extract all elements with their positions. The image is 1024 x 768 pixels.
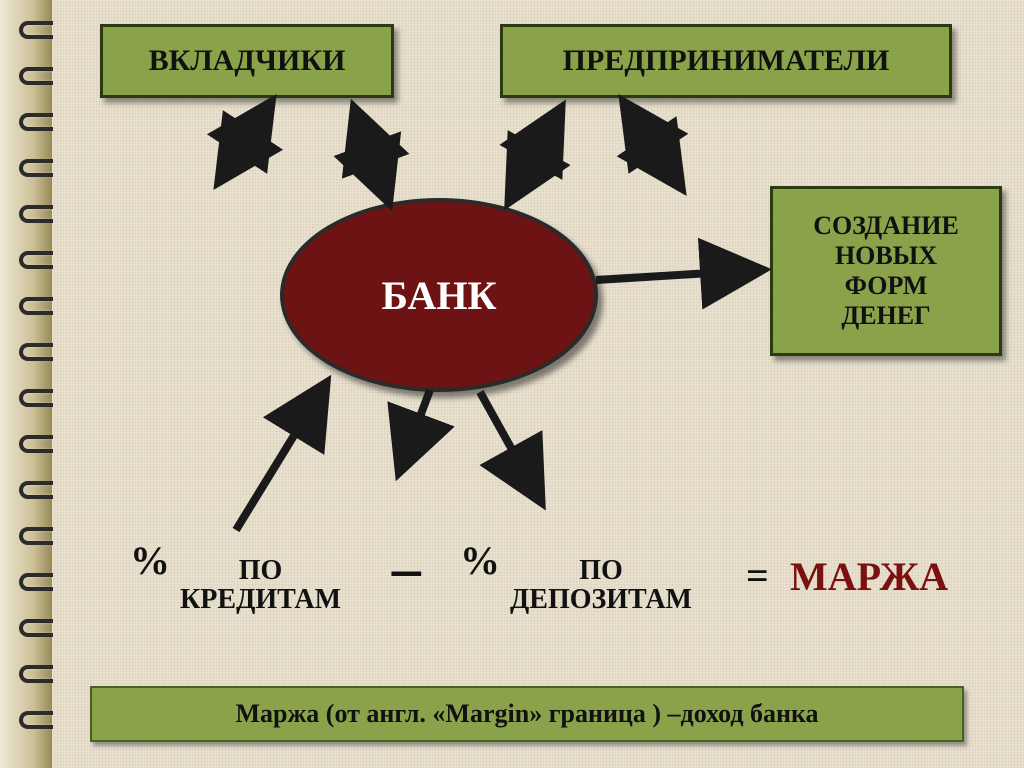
binding-ring: [16, 524, 56, 548]
box-depositors-label: ВКЛАДЧИКИ: [149, 44, 346, 79]
binding-ring: [16, 432, 56, 456]
definition-bar: Маржа (от англ. «Margin» граница ) –дохо…: [90, 686, 964, 742]
box-new-money-label: СОЗДАНИЕ НОВЫХ ФОРМ ДЕНЕГ: [813, 211, 959, 331]
box-entrepreneurs: ПРЕДПРИНИМАТЕЛИ: [500, 24, 952, 98]
formula-deposit-label: ПО ДЕПОЗИТАМ: [510, 556, 692, 615]
formula-credit-percent: %: [130, 540, 170, 582]
binding-ring: [16, 386, 56, 410]
binding-ring: [16, 662, 56, 686]
binding-ring: [16, 294, 56, 318]
formula-credit-label: ПО КРЕДИТАМ: [180, 556, 341, 615]
box-new-money: СОЗДАНИЕ НОВЫХ ФОРМ ДЕНЕГ: [770, 186, 1002, 356]
definition-text: Маржа (от англ. «Margin» граница ) –дохо…: [235, 699, 818, 729]
binding-ring: [16, 478, 56, 502]
slide: ВКЛАДЧИКИ ПРЕДПРИНИМАТЕЛИ БАНК СОЗДАНИЕ …: [0, 0, 1024, 768]
binding-ring: [16, 570, 56, 594]
formula-minus: −: [388, 540, 424, 607]
binding-ring: [16, 18, 56, 42]
binding-ring: [16, 110, 56, 134]
arrows-layer: [0, 0, 1024, 768]
ellipse-bank: БАНК: [280, 198, 598, 392]
binding-ring: [16, 340, 56, 364]
formula-deposit-percent: %: [460, 540, 500, 582]
binding-ring: [16, 708, 56, 732]
box-entrepreneurs-label: ПРЕДПРИНИМАТЕЛИ: [563, 44, 890, 79]
box-depositors: ВКЛАДЧИКИ: [100, 24, 394, 98]
binding-ring: [16, 202, 56, 226]
formula-margin-word: МАРЖА: [790, 556, 948, 598]
ellipse-bank-label: БАНК: [382, 272, 497, 319]
binding-ring: [16, 156, 56, 180]
binding-ring: [16, 248, 56, 272]
formula-equals: =: [746, 555, 769, 597]
binding-ring: [16, 64, 56, 88]
binding-ring: [16, 616, 56, 640]
